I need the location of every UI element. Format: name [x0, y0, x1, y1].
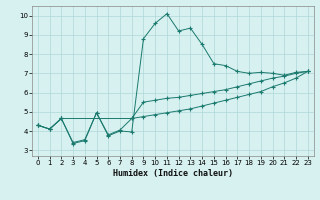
X-axis label: Humidex (Indice chaleur): Humidex (Indice chaleur): [113, 169, 233, 178]
